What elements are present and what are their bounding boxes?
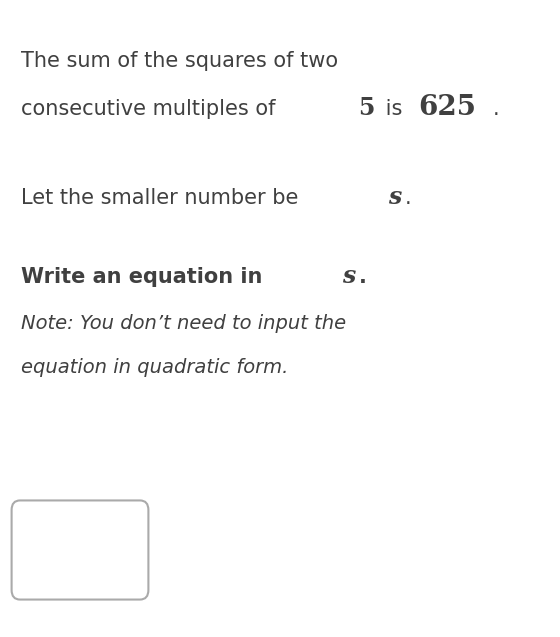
Text: 625: 625: [418, 94, 476, 120]
Text: s: s: [388, 185, 401, 209]
Text: .: .: [359, 268, 367, 287]
Text: .: .: [405, 188, 412, 208]
FancyBboxPatch shape: [12, 501, 148, 599]
Text: Let the smaller number be: Let the smaller number be: [21, 188, 305, 208]
Text: The sum of the squares of two: The sum of the squares of two: [21, 51, 338, 71]
Text: 5: 5: [358, 96, 375, 120]
Text: Write an equation in: Write an equation in: [21, 268, 270, 287]
Text: .: .: [493, 99, 500, 118]
Text: s: s: [342, 264, 356, 289]
Text: equation in quadratic form.: equation in quadratic form.: [21, 357, 288, 376]
Text: is: is: [379, 99, 409, 118]
Text: consecutive multiples of: consecutive multiples of: [21, 99, 282, 118]
Text: Note: You don’t need to input the: Note: You don’t need to input the: [21, 314, 347, 333]
